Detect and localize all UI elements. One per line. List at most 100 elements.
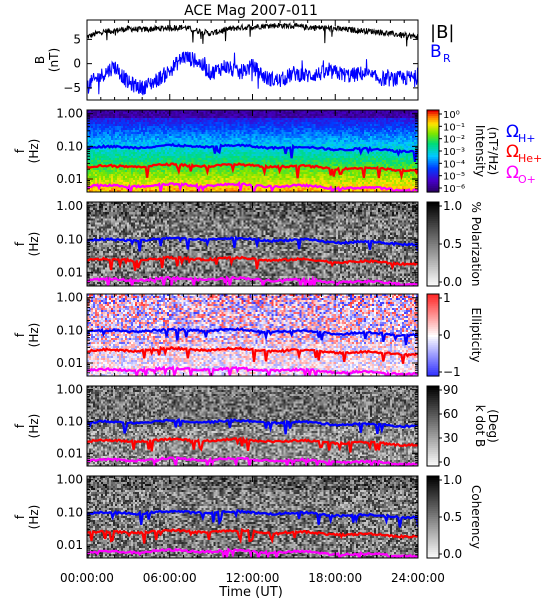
colorbar-tick-label: 10⁻⁵	[443, 172, 465, 183]
gyrofrequency-H-line	[87, 327, 418, 345]
gyrofrequency-He-line	[87, 345, 418, 364]
y-tick-label: 0.01	[56, 356, 83, 370]
y-tick-label: 5	[73, 32, 81, 46]
x-axis: 00:00:00 06:00:00 12:00:00 18:00:00 24:00:00	[60, 20, 445, 585]
colorbar-coherency: 1.0 0.5 0.0 Coherency	[426, 473, 483, 561]
y-axis-label: f	[13, 241, 27, 246]
legend-omega: Ω	[506, 163, 519, 183]
panel-polarization: 1.00 0.10 0.01 f (Hz) 1.0 0.5 0.0 % Polarization	[13, 199, 483, 289]
spectrogram-kdotb	[87, 386, 418, 466]
y-tick-label: 1.00	[56, 291, 83, 305]
colorbar-tick-label: −1	[443, 365, 461, 379]
colorbar-tick-label: 1.0	[443, 473, 462, 487]
y-axis-label-unit: (Hz)	[27, 414, 41, 439]
y-axis-label-unit: (nT)	[47, 48, 61, 72]
legend-omega: Ω	[506, 142, 519, 162]
legend-omega: Ω	[506, 122, 519, 142]
y-tick-label: 0.01	[56, 446, 83, 460]
gyrofrequency-O-line	[87, 275, 418, 286]
legend-omega-subscript: O+	[518, 173, 536, 186]
chart-title: ACE Mag 2007-011	[184, 3, 318, 19]
legend-omega-subscript: H+	[518, 132, 536, 145]
y-tick-label: 0.10	[56, 323, 83, 337]
y-axis-label-unit: (Hz)	[27, 232, 41, 257]
legend-b-r: B	[430, 42, 442, 62]
x-tick-label: 06:00:00	[143, 571, 197, 585]
colorbar-tick-label: 10⁻⁶	[443, 184, 465, 195]
legend-omega-subscript: He+	[518, 152, 542, 165]
legend: |B|B R	[430, 22, 454, 65]
spectrogram-coherency	[87, 476, 418, 558]
colorbar-title: (nT²/Hz)	[486, 127, 500, 175]
colorbar-tick-label: 0.5	[443, 510, 462, 524]
colorbar-title: k dot B	[473, 405, 487, 447]
y-tick-label: 0.01	[56, 538, 83, 552]
colorbar-tick-label: 0	[443, 328, 451, 342]
colorbar-tick-label: 1.0	[443, 199, 462, 213]
y-axis-label-unit: (Hz)	[27, 323, 41, 348]
y-tick-label: −5	[63, 81, 81, 95]
colorbar-title: % Polarization	[469, 202, 483, 287]
y-tick-label: 0.10	[56, 232, 83, 246]
panel-coherency: 1.00 0.10 0.01 f (Hz) 1.0 0.5 0.0 Coherency	[13, 473, 483, 561]
colorbar-tick-label: 10⁰	[443, 110, 460, 121]
spectrogram-polarization	[87, 202, 418, 286]
gyrofrequency-O-line	[87, 365, 418, 376]
colorbar-tick-label: 10⁻³	[443, 147, 465, 158]
x-axis-label: Time (UT)	[218, 585, 283, 600]
y-axis-label-unit: (Hz)	[27, 505, 41, 530]
colorbar-tick-label: 0.5	[443, 237, 462, 251]
series-b-magnitude-line	[87, 22, 418, 47]
gyrofrequency-He-line	[87, 527, 418, 545]
colorbar-tick-label: 10⁻¹	[443, 122, 465, 133]
colorbar-tick-label: 60	[443, 407, 458, 421]
y-tick-label: 1.00	[56, 473, 83, 487]
x-tick-label: 24:00:00	[391, 571, 445, 585]
gyrofrequency-H-line	[87, 142, 418, 163]
spectrogram-intensity	[87, 110, 418, 192]
gyrofrequency-He-line	[87, 435, 418, 453]
colorbar-tick-label: 0.0	[443, 547, 462, 561]
y-axis-label: f	[13, 423, 27, 428]
legend-b-r-subscript: R	[443, 52, 451, 65]
gyrofrequency-O-line	[87, 547, 418, 558]
colorbar-kdotb: 90 60 30 0 k dot B (Deg)	[426, 383, 500, 469]
colorbar-tick-label: 1	[443, 291, 451, 305]
y-tick-label: 1.00	[56, 383, 83, 397]
y-tick-label: 1.00	[56, 199, 83, 213]
colorbar-tick-label: 30	[443, 431, 458, 445]
colorbar-title: Coherency	[469, 485, 483, 549]
panel-b-field: −5 0 5 B (nT) |B|B R	[33, 19, 454, 101]
y-tick-label: 0.01	[56, 172, 83, 186]
panel-ellipticity: 1.00 0.10 0.01 f (Hz) 1 0 −1 Ellipticity	[13, 291, 483, 379]
x-tick-label: 00:00:00	[60, 571, 114, 585]
y-tick-label: 0	[73, 57, 81, 71]
colorbar-tick-label: 10⁻⁴	[443, 159, 465, 170]
y-tick-label: 0.10	[56, 414, 83, 428]
colorbar-title: Ellipticity	[469, 308, 483, 363]
panel-kdotb: 1.00 0.10 0.01 f (Hz) 90 60 30 0 k dot B (Deg)	[13, 383, 500, 469]
gyrofrequency-H-line	[87, 417, 418, 435]
x-tick-label: 12:00:00	[226, 571, 280, 585]
gyrofrequency-H-line	[87, 235, 418, 252]
y-tick-label: 1.00	[56, 107, 83, 121]
colorbar-ellipticity: 1 0 −1 Ellipticity	[426, 291, 483, 379]
colorbar-polarization: 1.0 0.5 0.0 % Polarization	[426, 199, 483, 289]
y-tick-label: 0.01	[56, 266, 83, 280]
y-axis-label: f	[13, 148, 27, 153]
gyrofrequency-He-line	[87, 162, 418, 181]
colorbar-tick-label: 0.0	[443, 275, 462, 289]
y-tick-label: 0.10	[56, 505, 83, 519]
spectrogram-ellipticity	[87, 294, 418, 376]
colorbar-tick-label: 0	[443, 455, 451, 469]
y-axis-label-unit: (Hz)	[27, 139, 41, 164]
x-tick-label: 18:00:00	[308, 571, 362, 585]
gyrofrequency-H-line	[87, 509, 418, 528]
legend-b-magnitude: |B|	[430, 22, 454, 43]
colorbar-title: Intensity	[473, 125, 487, 177]
colorbar-tick-label: 10⁻²	[443, 135, 465, 146]
